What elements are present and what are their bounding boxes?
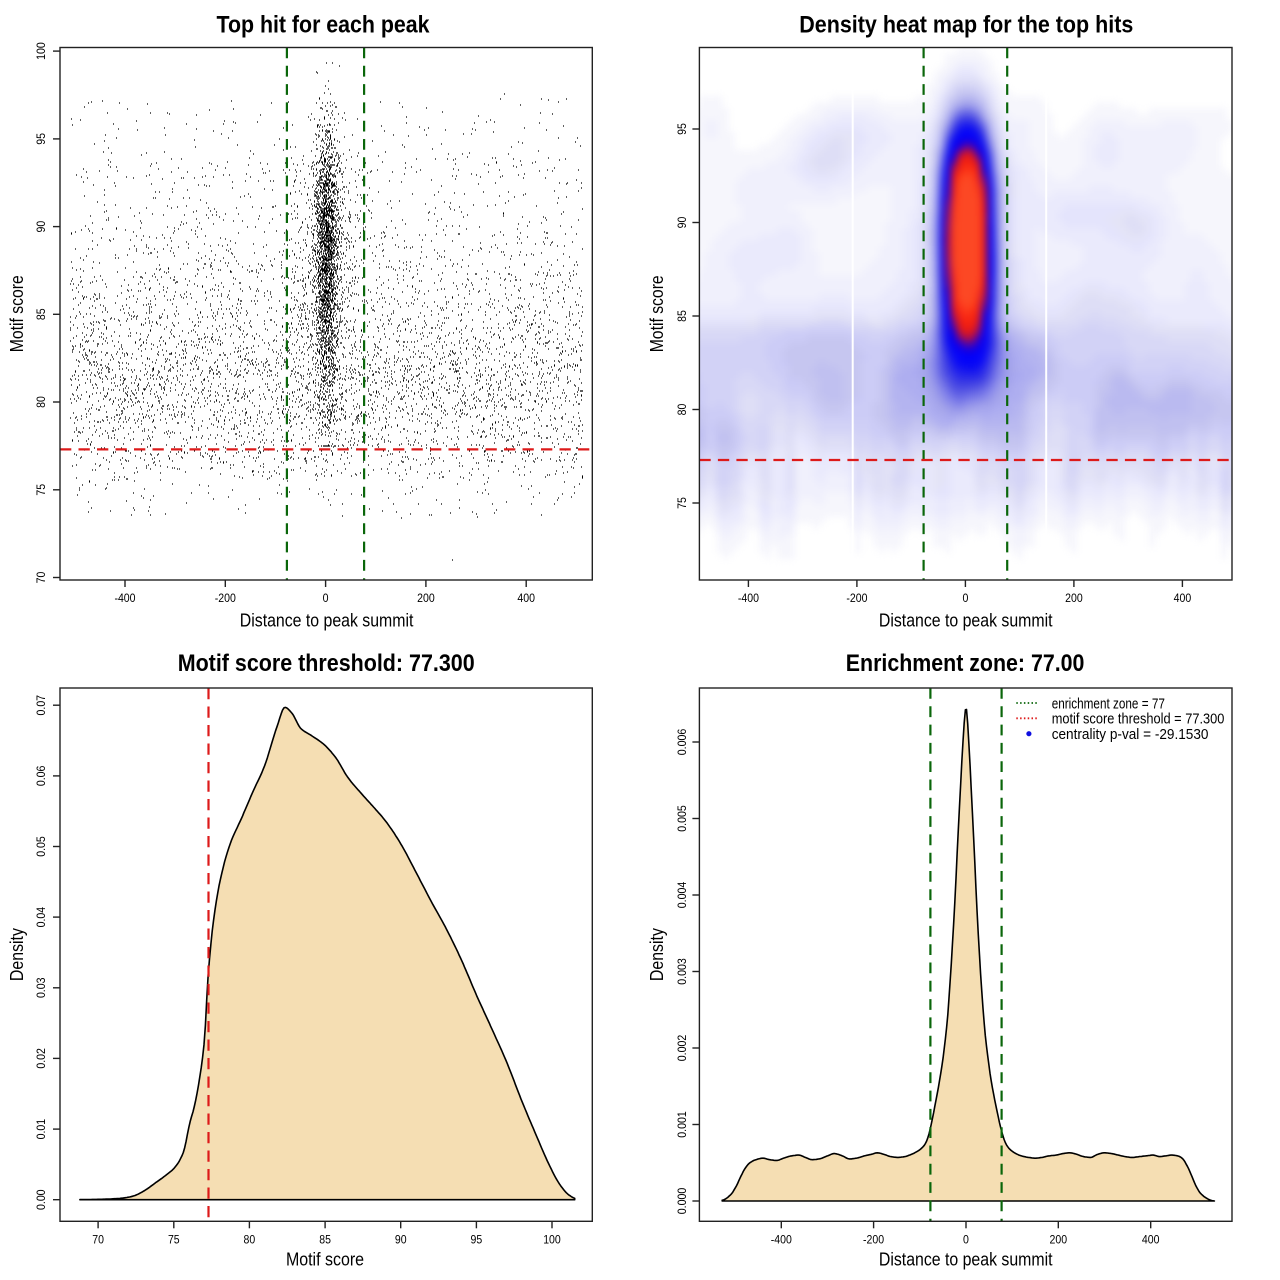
svg-text:0.01: 0.01	[34, 1119, 48, 1140]
svg-text:75: 75	[168, 1233, 180, 1247]
svg-text:95: 95	[34, 133, 48, 145]
svg-text:0.04: 0.04	[34, 907, 48, 928]
svg-text:100: 100	[34, 42, 48, 60]
svg-text:0.005: 0.005	[675, 805, 689, 832]
svg-text:0.001: 0.001	[675, 1111, 689, 1138]
svg-text:Enrichment zone: 77.00: Enrichment zone: 77.00	[846, 650, 1085, 677]
svg-text:0.03: 0.03	[34, 977, 48, 998]
svg-text:0.06: 0.06	[34, 765, 48, 786]
svg-text:0.006: 0.006	[675, 729, 689, 756]
svg-text:-200: -200	[846, 591, 867, 605]
svg-text:0: 0	[962, 591, 968, 605]
svg-text:0: 0	[323, 591, 329, 605]
svg-text:400: 400	[1142, 1233, 1160, 1247]
svg-text:0.003: 0.003	[675, 958, 689, 985]
svg-text:0.00: 0.00	[34, 1189, 48, 1210]
svg-text:400: 400	[1174, 591, 1192, 605]
svg-text:80: 80	[34, 396, 48, 408]
svg-text:Top hit for each peak: Top hit for each peak	[217, 11, 431, 38]
svg-text:Motif score: Motif score	[647, 275, 667, 352]
svg-text:80: 80	[244, 1233, 256, 1247]
svg-text:400: 400	[517, 591, 535, 605]
svg-text:Distance to peak summit: Distance to peak summit	[879, 611, 1053, 631]
svg-text:-200: -200	[215, 591, 236, 605]
svg-text:enrichment zone = 77: enrichment zone = 77	[1052, 696, 1165, 712]
svg-text:95: 95	[471, 1233, 483, 1247]
svg-text:-200: -200	[863, 1233, 884, 1247]
svg-text:motif score threshold = 77.300: motif score threshold = 77.300	[1052, 712, 1225, 728]
svg-text:0.004: 0.004	[675, 882, 689, 909]
svg-text:90: 90	[395, 1233, 407, 1247]
svg-text:Distance to peak summit: Distance to peak summit	[240, 611, 414, 631]
svg-text:90: 90	[34, 220, 48, 232]
svg-text:100: 100	[543, 1233, 561, 1247]
svg-text:200: 200	[417, 591, 435, 605]
svg-text:75: 75	[675, 497, 689, 509]
svg-text:70: 70	[34, 571, 48, 583]
svg-text:85: 85	[34, 308, 48, 320]
svg-text:85: 85	[675, 310, 689, 322]
svg-text:Distance to peak summit: Distance to peak summit	[879, 1250, 1053, 1270]
svg-text:Density heat map for the top h: Density heat map for the top hits	[799, 11, 1133, 38]
svg-text:-400: -400	[114, 591, 135, 605]
svg-text:85: 85	[319, 1233, 331, 1247]
svg-text:0.07: 0.07	[34, 695, 48, 716]
svg-text:0.002: 0.002	[675, 1035, 689, 1062]
svg-text:200: 200	[1050, 1233, 1068, 1247]
svg-text:Motif score: Motif score	[7, 275, 27, 352]
svg-text:Density: Density	[7, 928, 27, 981]
svg-text:0.05: 0.05	[34, 836, 48, 857]
svg-text:centrality p-val = -29.1530: centrality p-val = -29.1530	[1052, 727, 1209, 743]
svg-text:90: 90	[675, 216, 689, 228]
svg-text:75: 75	[34, 484, 48, 496]
svg-text:Motif score: Motif score	[286, 1250, 364, 1270]
svg-text:Density: Density	[647, 928, 667, 981]
svg-text:-400: -400	[738, 591, 759, 605]
svg-text:-400: -400	[771, 1233, 792, 1247]
svg-text:95: 95	[675, 123, 689, 135]
svg-text:Motif score threshold: 77.300: Motif score threshold: 77.300	[178, 650, 475, 677]
svg-text:80: 80	[675, 403, 689, 415]
svg-text:200: 200	[1065, 591, 1083, 605]
svg-text:0.000: 0.000	[675, 1188, 689, 1215]
svg-text:70: 70	[92, 1233, 104, 1247]
svg-text:0.02: 0.02	[34, 1048, 48, 1069]
svg-text:0: 0	[963, 1233, 969, 1247]
